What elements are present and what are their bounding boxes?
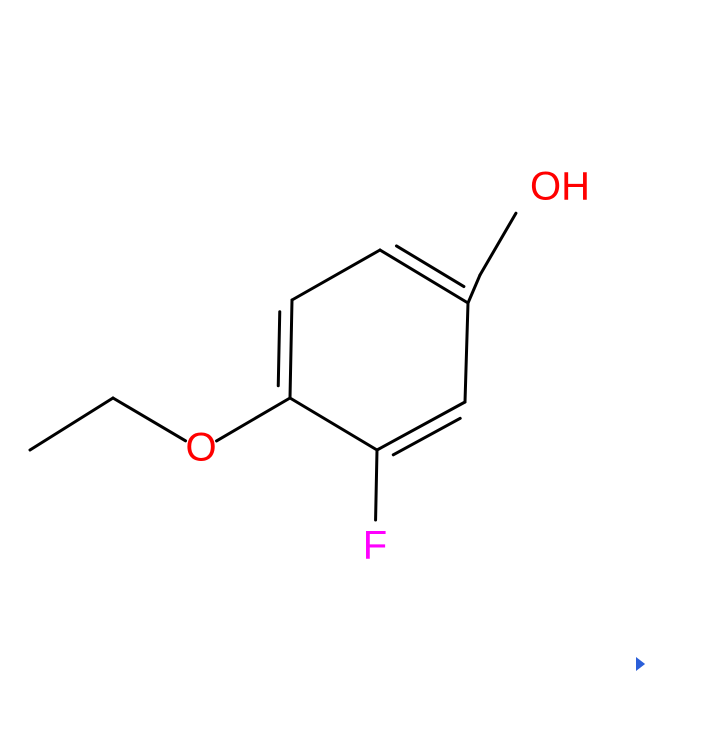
atom-label-oh: OH	[530, 165, 590, 209]
atom-label-f: F	[363, 524, 387, 568]
molecule-diagram: OH O F	[0, 0, 712, 729]
atom-label-o: O	[185, 426, 216, 470]
